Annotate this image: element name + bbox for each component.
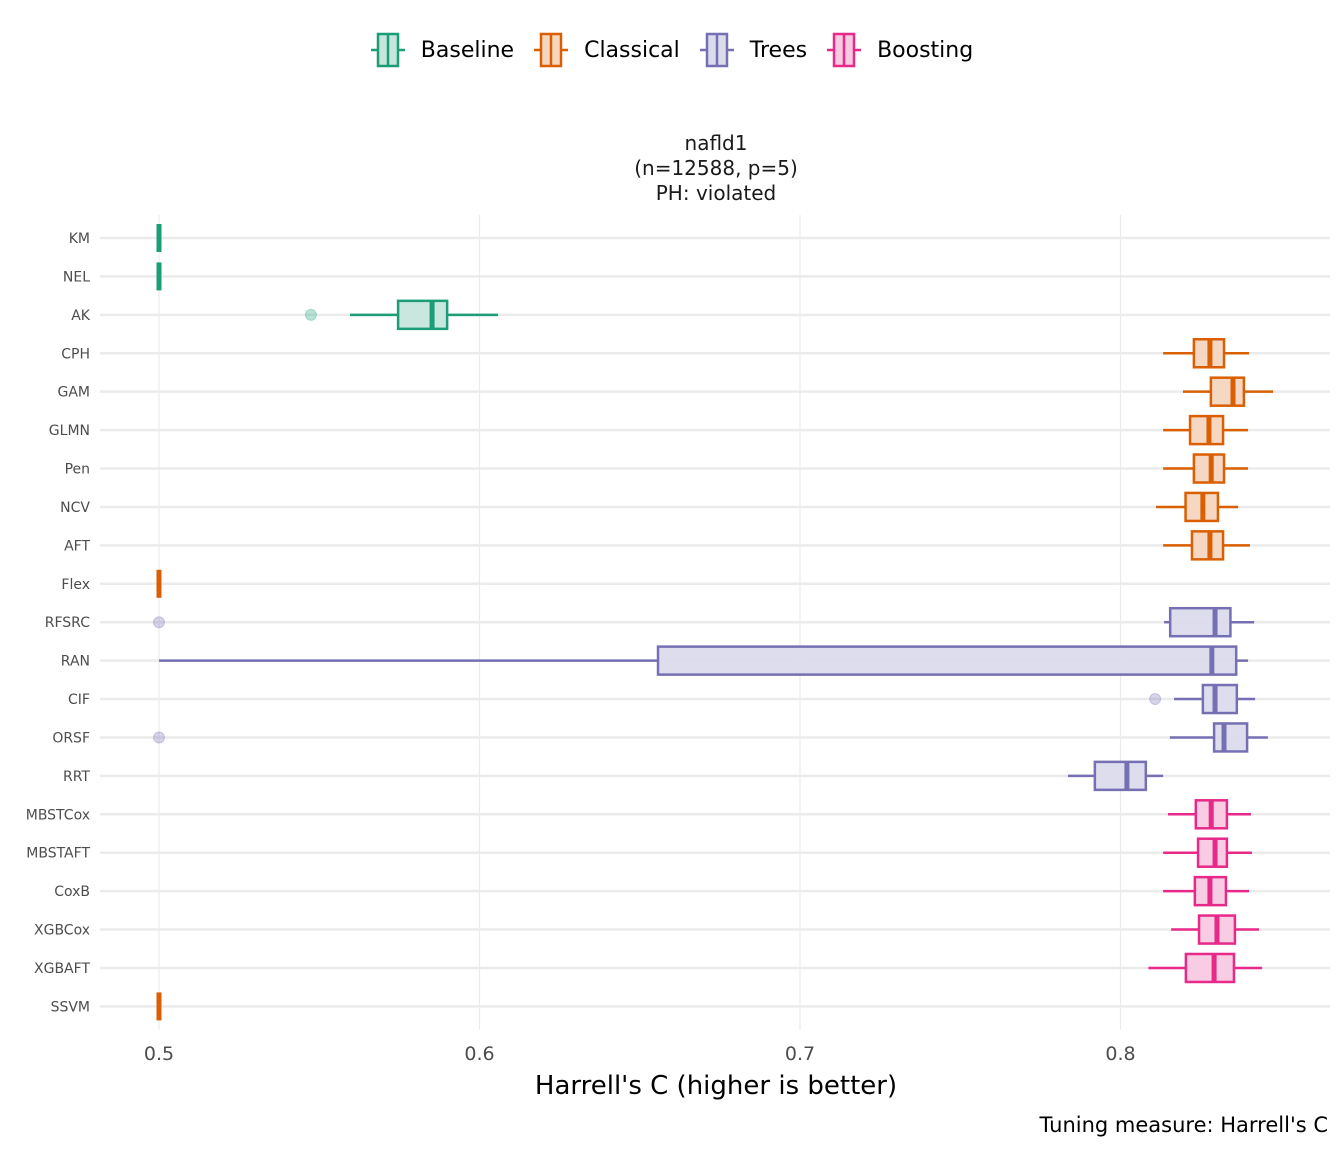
y-label: AFT [64,538,90,554]
title-line-2: (n=12588, p=5) [634,156,798,180]
median-line [156,992,162,1021]
x-axis-title: Harrell's C (higher is better) [535,1071,897,1101]
box-AK [304,299,499,331]
box-RAN [159,645,1249,676]
legend-label: Baseline [420,37,515,63]
box-NEL [156,262,162,291]
iqr-box [1212,722,1249,753]
iqr-box [1184,952,1236,984]
y-label: NEL [63,269,90,285]
box-CPH [1163,338,1250,369]
y-label: RFSRC [45,615,90,631]
iqr-box [1196,837,1229,868]
legend-label: Trees [749,37,808,63]
box-Flex [156,569,162,598]
iqr-box [1201,683,1239,715]
legend-item-baseline: Baseline [370,30,515,70]
x-tick-label: 0.8 [1105,1043,1135,1065]
iqr-box [656,645,1238,676]
legend-key-icon [827,32,862,68]
y-label: KM [69,231,90,247]
legend-item-trees: Trees [699,30,808,70]
median-line [156,569,162,598]
grid-lines [100,215,1330,1030]
y-label: RRT [63,769,90,785]
outlier-point [1149,693,1162,706]
y-label: CIF [68,692,90,708]
y-label: Pen [65,462,90,478]
y-axis-labels: KM NEL AK CPH GAM GLMN Pen NCV AFT Flex RFSRC RAN CI… [26,231,91,1015]
outlier-point [304,308,317,321]
iqr-box [1168,606,1232,638]
box-NCV [1156,491,1239,523]
y-label: CoxB [54,884,90,900]
legend-label: Classical [584,37,680,63]
y-label: GLMN [49,423,90,439]
box-KM [156,224,162,252]
y-label: ORSF [52,730,90,746]
y-label: AK [71,308,91,324]
box-GLMN [1163,414,1249,446]
y-label: XGBAFT [34,961,90,977]
y-label: MBSTCox [26,807,90,823]
legend-key-icon [534,32,569,68]
boxes [153,224,1274,1021]
x-axis-ticks: 0.5 0.6 0.7 0.8 [144,1043,1136,1065]
box-CIF [1149,683,1256,715]
y-label: GAM [57,385,90,401]
box-XGBCox [1171,914,1259,945]
iqr-box [1093,760,1148,792]
title-line-1: nafld1 [685,131,748,155]
y-label: XGBCox [34,923,90,939]
caption: Tuning measure: Harrell's C [1039,1113,1328,1137]
y-label: SSVM [51,999,90,1015]
iqr-box [1209,376,1246,407]
box-RRT [1067,760,1164,792]
y-label: Flex [61,577,90,593]
outlier-point [153,731,165,744]
legend-label: Boosting [877,37,974,63]
box-AFT [1163,530,1250,561]
box-CoxB [1163,875,1250,907]
outlier-point [153,616,165,629]
y-label: NCV [60,500,90,516]
chart-title: nafld1 (n=12588, p=5) PH: violated [634,131,798,205]
legend-item-classical: Classical [534,30,680,70]
box-XGBAFT [1148,952,1263,984]
median-line [156,224,162,252]
box-Pen [1163,453,1249,484]
median-line [156,262,162,291]
title-line-3: PH: violated [656,181,776,205]
y-label: CPH [61,346,90,362]
iqr-box [396,299,449,331]
box-GAM [1182,376,1274,407]
box-RFSRC [153,606,1255,638]
x-tick-label: 0.6 [464,1043,494,1065]
legend-key-icon [699,32,734,68]
legend: Baseline Classical Trees Boosting [0,30,1344,70]
box-MBSTAFT [1163,837,1252,868]
legend-key-icon [370,32,405,68]
box-SSVM [156,992,162,1021]
x-tick-label: 0.5 [144,1043,174,1065]
box-ORSF [153,722,1268,753]
x-tick-label: 0.7 [785,1043,815,1065]
legend-item-boosting: Boosting [827,30,973,70]
y-label: MBSTAFT [26,846,90,862]
y-label: RAN [61,654,90,670]
box-MBSTCox [1167,799,1251,830]
